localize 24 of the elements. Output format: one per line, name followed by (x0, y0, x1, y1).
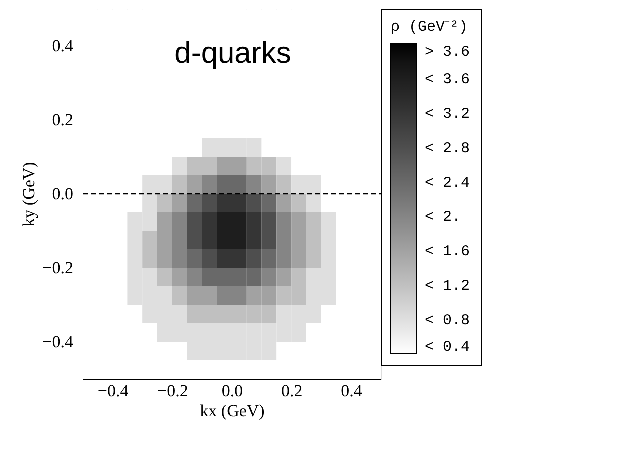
y-axis-title: ky (GeV) (20, 162, 39, 227)
x-tick-label: −0.4 (98, 382, 130, 400)
x-axis-title: kx (GeV) (200, 402, 265, 420)
color-bar-label: < 3.6 (425, 71, 470, 88)
x-tick-label: 0.2 (281, 382, 303, 400)
y-tick-label: 0.4 (52, 36, 74, 56)
x-tick-label: 0.0 (222, 382, 244, 400)
color-bar-label: < 3.2 (425, 106, 470, 123)
color-bar-label: < 1.2 (425, 278, 470, 296)
color-bar-label: < 2.4 (425, 174, 470, 192)
color-bar-label: < 2.8 (425, 140, 470, 158)
x-tick-label: −0.2 (157, 382, 188, 400)
y-tick-label: −0.2 (42, 258, 74, 278)
color-bar-label: < 2. (425, 209, 462, 226)
x-tick-label: 0.4 (341, 382, 363, 400)
color-bar-label: < 0.8 (425, 312, 470, 330)
y-tick-label: 0.2 (52, 110, 74, 130)
y-tick-label: −0.4 (42, 332, 74, 352)
y-tick-label: 0.0 (52, 184, 74, 204)
color-bar-label: < 0.4 (425, 339, 470, 356)
color-bar-title: ρ (GeV⁻²) (391, 19, 468, 36)
color-bar-label: < 1.6 (425, 244, 470, 261)
color-bar-label: > 3.6 (425, 44, 470, 61)
annotation: d-quarks (174, 37, 292, 70)
